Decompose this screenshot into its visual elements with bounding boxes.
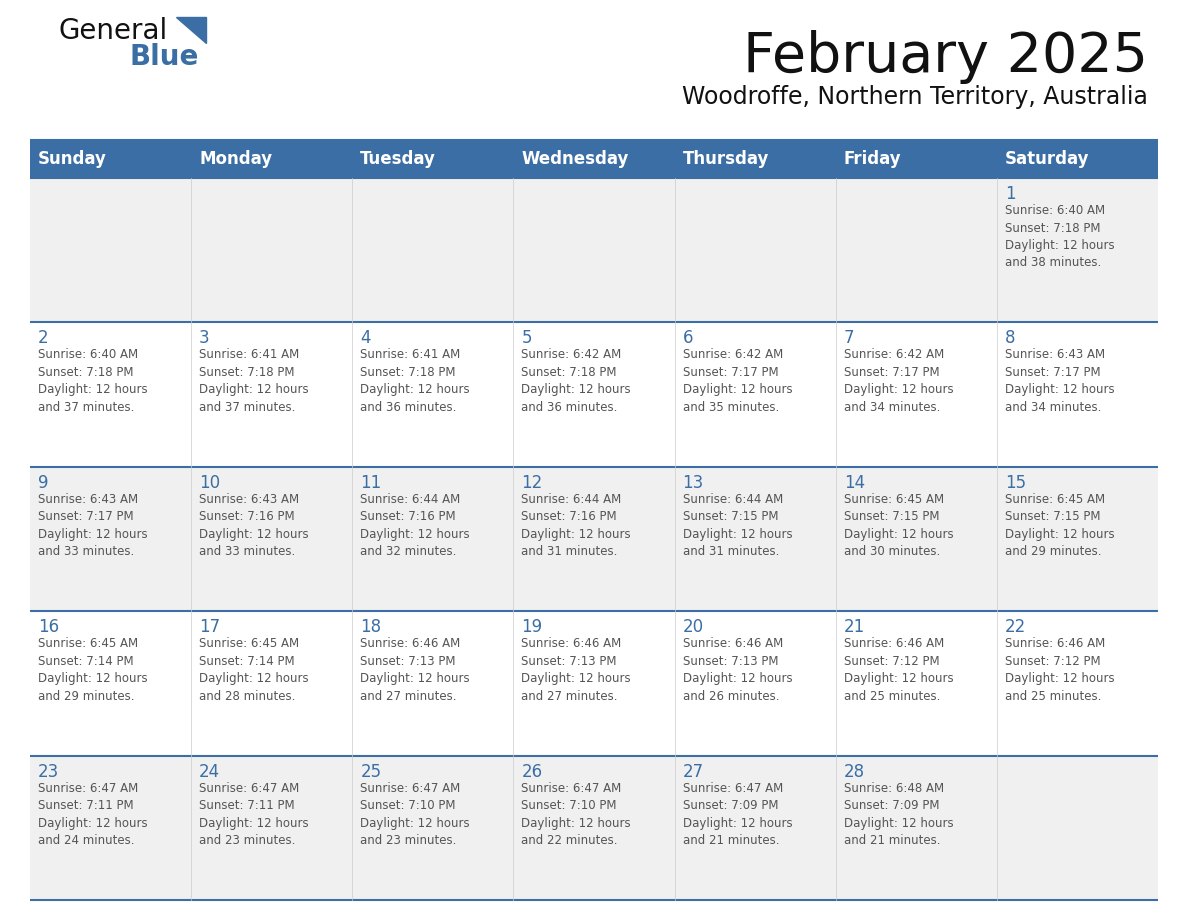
Bar xyxy=(30,611,1158,756)
Text: Blue: Blue xyxy=(129,43,200,71)
Text: 13: 13 xyxy=(683,474,703,492)
Text: 23: 23 xyxy=(38,763,59,780)
Text: 17: 17 xyxy=(200,618,220,636)
Text: Sunday: Sunday xyxy=(38,150,107,168)
Text: Sunrise: 6:47 AM
Sunset: 7:11 PM
Daylight: 12 hours
and 23 minutes.: Sunrise: 6:47 AM Sunset: 7:11 PM Dayligh… xyxy=(200,781,309,847)
Text: Sunrise: 6:42 AM
Sunset: 7:17 PM
Daylight: 12 hours
and 35 minutes.: Sunrise: 6:42 AM Sunset: 7:17 PM Dayligh… xyxy=(683,349,792,414)
Text: 20: 20 xyxy=(683,618,703,636)
Text: Tuesday: Tuesday xyxy=(360,150,436,168)
Text: Sunrise: 6:48 AM
Sunset: 7:09 PM
Daylight: 12 hours
and 21 minutes.: Sunrise: 6:48 AM Sunset: 7:09 PM Dayligh… xyxy=(843,781,953,847)
Text: Sunrise: 6:42 AM
Sunset: 7:18 PM
Daylight: 12 hours
and 36 minutes.: Sunrise: 6:42 AM Sunset: 7:18 PM Dayligh… xyxy=(522,349,631,414)
Text: Sunrise: 6:46 AM
Sunset: 7:12 PM
Daylight: 12 hours
and 25 minutes.: Sunrise: 6:46 AM Sunset: 7:12 PM Dayligh… xyxy=(1005,637,1114,702)
Text: Sunrise: 6:44 AM
Sunset: 7:16 PM
Daylight: 12 hours
and 32 minutes.: Sunrise: 6:44 AM Sunset: 7:16 PM Dayligh… xyxy=(360,493,470,558)
Bar xyxy=(30,140,1158,178)
Text: Sunrise: 6:47 AM
Sunset: 7:10 PM
Daylight: 12 hours
and 23 minutes.: Sunrise: 6:47 AM Sunset: 7:10 PM Dayligh… xyxy=(360,781,470,847)
Text: Sunrise: 6:44 AM
Sunset: 7:16 PM
Daylight: 12 hours
and 31 minutes.: Sunrise: 6:44 AM Sunset: 7:16 PM Dayligh… xyxy=(522,493,631,558)
Text: Sunrise: 6:45 AM
Sunset: 7:15 PM
Daylight: 12 hours
and 29 minutes.: Sunrise: 6:45 AM Sunset: 7:15 PM Dayligh… xyxy=(1005,493,1114,558)
Text: Thursday: Thursday xyxy=(683,150,769,168)
Text: Sunrise: 6:42 AM
Sunset: 7:17 PM
Daylight: 12 hours
and 34 minutes.: Sunrise: 6:42 AM Sunset: 7:17 PM Dayligh… xyxy=(843,349,953,414)
Text: Sunrise: 6:46 AM
Sunset: 7:13 PM
Daylight: 12 hours
and 27 minutes.: Sunrise: 6:46 AM Sunset: 7:13 PM Dayligh… xyxy=(360,637,470,702)
Text: 27: 27 xyxy=(683,763,703,780)
Text: Sunrise: 6:43 AM
Sunset: 7:17 PM
Daylight: 12 hours
and 34 minutes.: Sunrise: 6:43 AM Sunset: 7:17 PM Dayligh… xyxy=(1005,349,1114,414)
Text: Sunrise: 6:41 AM
Sunset: 7:18 PM
Daylight: 12 hours
and 36 minutes.: Sunrise: 6:41 AM Sunset: 7:18 PM Dayligh… xyxy=(360,349,470,414)
Text: 3: 3 xyxy=(200,330,210,347)
Text: 11: 11 xyxy=(360,474,381,492)
Text: Wednesday: Wednesday xyxy=(522,150,628,168)
Text: Sunrise: 6:43 AM
Sunset: 7:16 PM
Daylight: 12 hours
and 33 minutes.: Sunrise: 6:43 AM Sunset: 7:16 PM Dayligh… xyxy=(200,493,309,558)
Text: General: General xyxy=(58,17,168,45)
Text: 22: 22 xyxy=(1005,618,1026,636)
Text: Sunrise: 6:47 AM
Sunset: 7:11 PM
Daylight: 12 hours
and 24 minutes.: Sunrise: 6:47 AM Sunset: 7:11 PM Dayligh… xyxy=(38,781,147,847)
Bar xyxy=(30,466,1158,611)
Text: 10: 10 xyxy=(200,474,220,492)
Text: Sunrise: 6:40 AM
Sunset: 7:18 PM
Daylight: 12 hours
and 37 minutes.: Sunrise: 6:40 AM Sunset: 7:18 PM Dayligh… xyxy=(38,349,147,414)
Text: 19: 19 xyxy=(522,618,543,636)
Text: Sunrise: 6:46 AM
Sunset: 7:12 PM
Daylight: 12 hours
and 25 minutes.: Sunrise: 6:46 AM Sunset: 7:12 PM Dayligh… xyxy=(843,637,953,702)
Text: 18: 18 xyxy=(360,618,381,636)
Text: Sunrise: 6:45 AM
Sunset: 7:15 PM
Daylight: 12 hours
and 30 minutes.: Sunrise: 6:45 AM Sunset: 7:15 PM Dayligh… xyxy=(843,493,953,558)
Text: Friday: Friday xyxy=(843,150,902,168)
Text: February 2025: February 2025 xyxy=(742,30,1148,84)
Text: Sunrise: 6:46 AM
Sunset: 7:13 PM
Daylight: 12 hours
and 26 minutes.: Sunrise: 6:46 AM Sunset: 7:13 PM Dayligh… xyxy=(683,637,792,702)
Text: 6: 6 xyxy=(683,330,693,347)
Text: 15: 15 xyxy=(1005,474,1026,492)
Polygon shape xyxy=(176,17,206,43)
Text: 25: 25 xyxy=(360,763,381,780)
Text: 16: 16 xyxy=(38,618,59,636)
Text: 24: 24 xyxy=(200,763,220,780)
Text: 21: 21 xyxy=(843,618,865,636)
Text: Sunrise: 6:45 AM
Sunset: 7:14 PM
Daylight: 12 hours
and 29 minutes.: Sunrise: 6:45 AM Sunset: 7:14 PM Dayligh… xyxy=(38,637,147,702)
Text: 4: 4 xyxy=(360,330,371,347)
Text: 9: 9 xyxy=(38,474,49,492)
Text: Sunrise: 6:45 AM
Sunset: 7:14 PM
Daylight: 12 hours
and 28 minutes.: Sunrise: 6:45 AM Sunset: 7:14 PM Dayligh… xyxy=(200,637,309,702)
Text: 2: 2 xyxy=(38,330,49,347)
Text: 5: 5 xyxy=(522,330,532,347)
Text: 1: 1 xyxy=(1005,185,1016,203)
Text: 7: 7 xyxy=(843,330,854,347)
Text: 14: 14 xyxy=(843,474,865,492)
Text: Sunrise: 6:40 AM
Sunset: 7:18 PM
Daylight: 12 hours
and 38 minutes.: Sunrise: 6:40 AM Sunset: 7:18 PM Dayligh… xyxy=(1005,204,1114,270)
Text: 26: 26 xyxy=(522,763,543,780)
Text: Sunrise: 6:47 AM
Sunset: 7:09 PM
Daylight: 12 hours
and 21 minutes.: Sunrise: 6:47 AM Sunset: 7:09 PM Dayligh… xyxy=(683,781,792,847)
Text: Sunrise: 6:43 AM
Sunset: 7:17 PM
Daylight: 12 hours
and 33 minutes.: Sunrise: 6:43 AM Sunset: 7:17 PM Dayligh… xyxy=(38,493,147,558)
Text: Sunrise: 6:41 AM
Sunset: 7:18 PM
Daylight: 12 hours
and 37 minutes.: Sunrise: 6:41 AM Sunset: 7:18 PM Dayligh… xyxy=(200,349,309,414)
Text: 28: 28 xyxy=(843,763,865,780)
Text: Monday: Monday xyxy=(200,150,272,168)
Bar xyxy=(30,322,1158,466)
Text: 12: 12 xyxy=(522,474,543,492)
Text: Sunrise: 6:47 AM
Sunset: 7:10 PM
Daylight: 12 hours
and 22 minutes.: Sunrise: 6:47 AM Sunset: 7:10 PM Dayligh… xyxy=(522,781,631,847)
Text: Woodroffe, Northern Territory, Australia: Woodroffe, Northern Territory, Australia xyxy=(682,85,1148,109)
Bar xyxy=(30,756,1158,900)
Text: Sunrise: 6:44 AM
Sunset: 7:15 PM
Daylight: 12 hours
and 31 minutes.: Sunrise: 6:44 AM Sunset: 7:15 PM Dayligh… xyxy=(683,493,792,558)
Bar xyxy=(30,178,1158,322)
Text: Sunrise: 6:46 AM
Sunset: 7:13 PM
Daylight: 12 hours
and 27 minutes.: Sunrise: 6:46 AM Sunset: 7:13 PM Dayligh… xyxy=(522,637,631,702)
Text: Saturday: Saturday xyxy=(1005,150,1089,168)
Text: 8: 8 xyxy=(1005,330,1016,347)
